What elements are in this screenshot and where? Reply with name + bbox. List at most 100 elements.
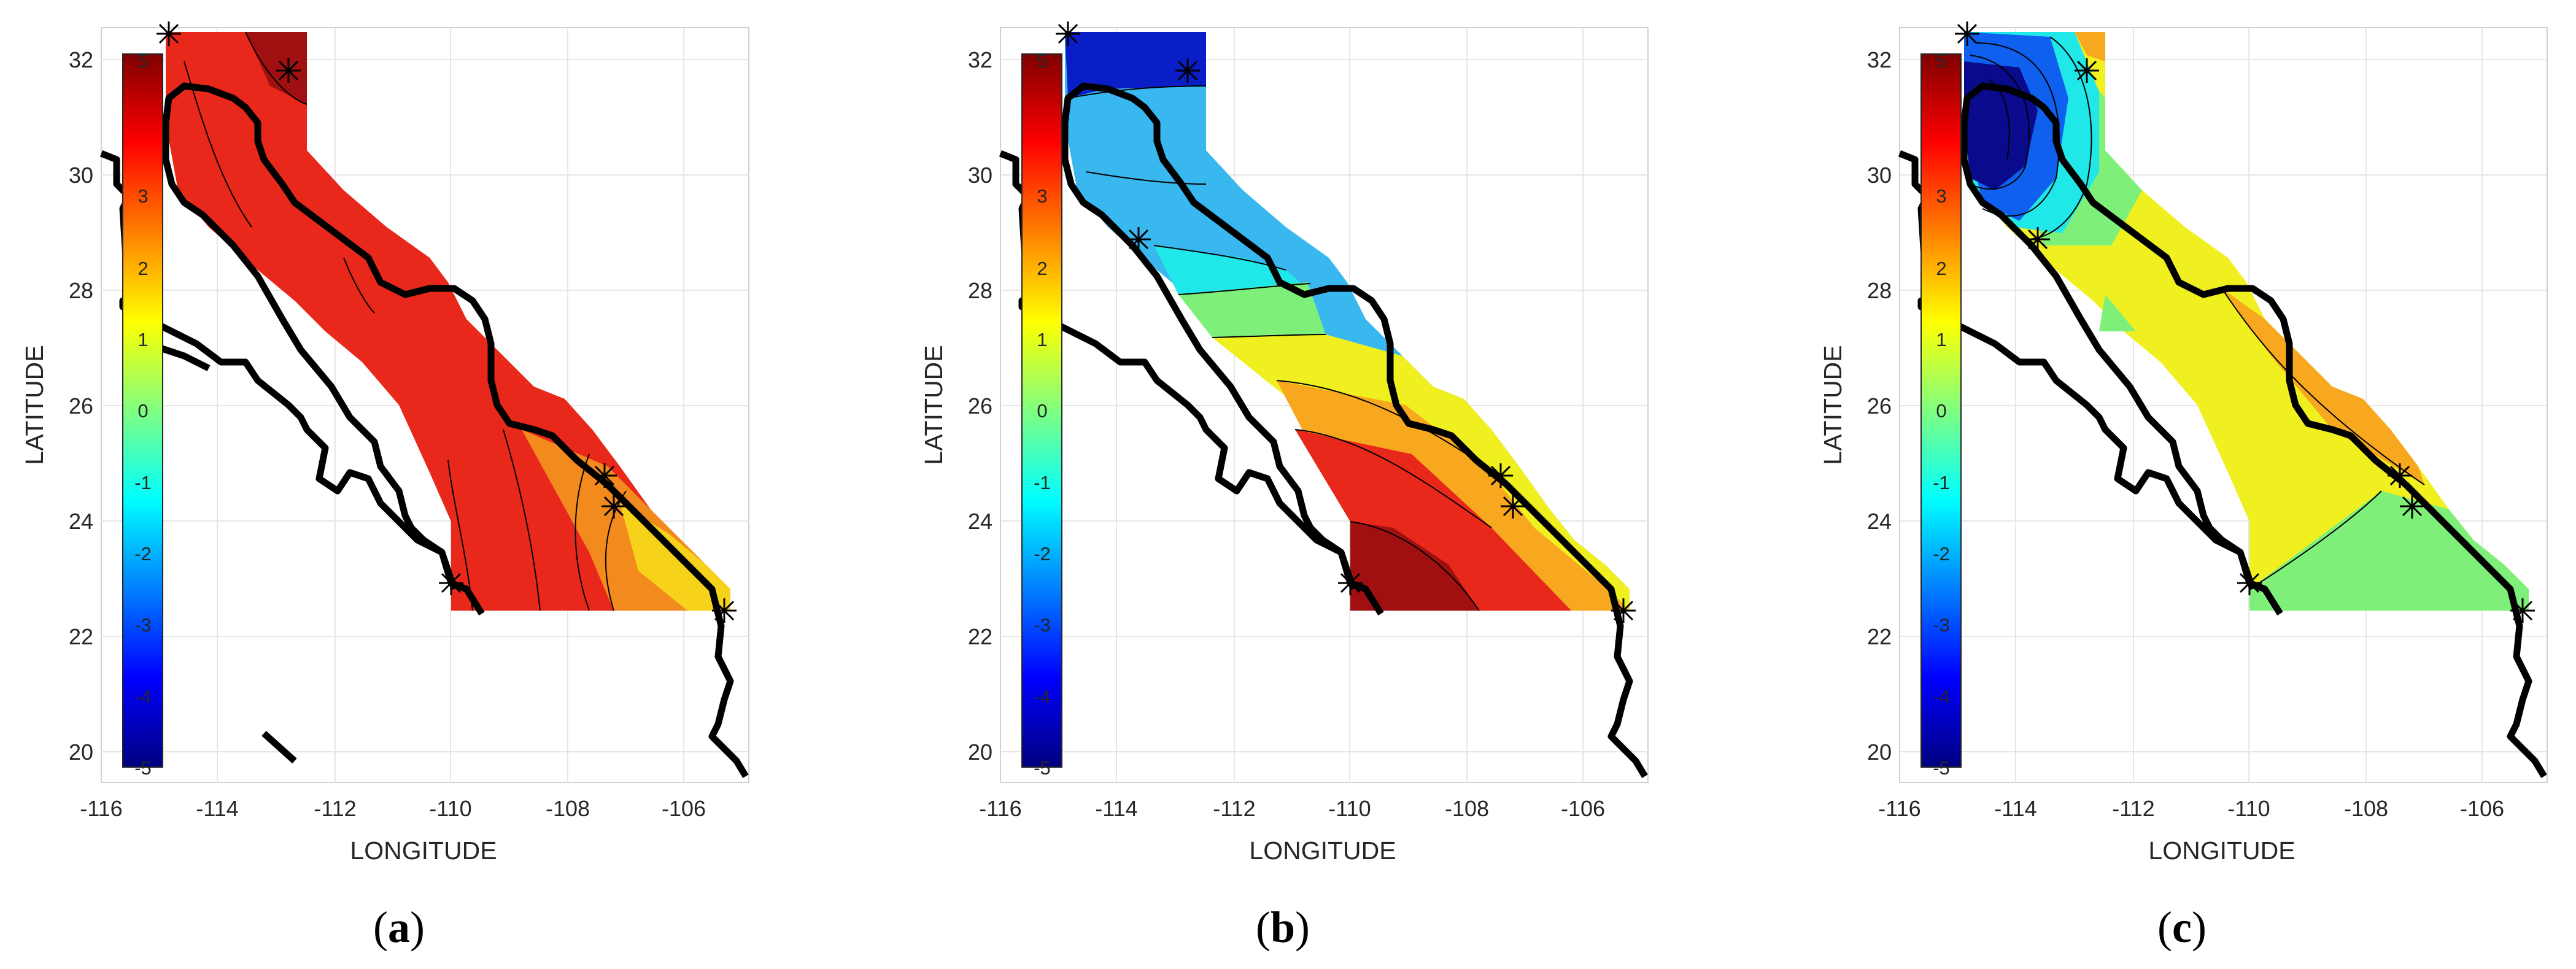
svg-text:-3: -3 bbox=[134, 614, 152, 636]
panel-a-xlabel: LONGITUDE bbox=[350, 836, 497, 865]
panel-c-contour-orange bbox=[2075, 32, 2424, 485]
svg-text:-2: -2 bbox=[134, 543, 152, 565]
panel-c-x-ticks: -116 -114 -112 -110 -108 -106 bbox=[1878, 796, 2504, 821]
panel-c-contour-lines bbox=[1970, 36, 2425, 590]
panel-a-ylabel: LATITUDE bbox=[20, 345, 48, 465]
svg-text:-106: -106 bbox=[2460, 796, 2504, 821]
svg-text:0: 0 bbox=[1936, 400, 1946, 422]
panel-c: 5 3 2 1 0 -1 -2 -3 -4 -5 32 30 28 26 24 … bbox=[1819, 21, 2548, 952]
svg-text:1: 1 bbox=[137, 329, 148, 350]
svg-text:-116: -116 bbox=[1878, 796, 1920, 821]
svg-text:3: 3 bbox=[1037, 185, 1047, 207]
svg-text:0: 0 bbox=[1037, 400, 1047, 422]
svg-text:3: 3 bbox=[1936, 185, 1946, 207]
svg-text:22: 22 bbox=[1867, 624, 1892, 649]
svg-text:20: 20 bbox=[1867, 739, 1892, 765]
svg-text:30: 30 bbox=[1867, 163, 1892, 188]
svg-text:24: 24 bbox=[968, 509, 992, 534]
panel-a-y-ticks: 32 30 28 26 24 22 20 bbox=[69, 47, 93, 765]
panel-b-xlabel: LONGITUDE bbox=[1249, 836, 1396, 865]
panel-b-stations bbox=[1056, 21, 1636, 623]
svg-text:-108: -108 bbox=[546, 796, 590, 821]
svg-text:-4: -4 bbox=[1933, 686, 1950, 708]
svg-text:28: 28 bbox=[1867, 278, 1892, 303]
svg-text:-1: -1 bbox=[1034, 472, 1051, 493]
svg-text:-1: -1 bbox=[1933, 472, 1950, 493]
panel-b-contour-lines bbox=[1067, 85, 1492, 611]
panel-b-contour-blue bbox=[1065, 32, 1206, 98]
svg-text:-2: -2 bbox=[1034, 543, 1051, 565]
panel-b-label: (b) bbox=[1256, 903, 1310, 952]
svg-text:24: 24 bbox=[1867, 509, 1892, 534]
panel-c-ylabel: LATITUDE bbox=[1819, 345, 1847, 465]
svg-text:30: 30 bbox=[968, 163, 992, 188]
panel-c-stations bbox=[1955, 21, 2535, 623]
svg-text:26: 26 bbox=[968, 393, 992, 419]
svg-text:-4: -4 bbox=[134, 686, 152, 708]
svg-text:-116: -116 bbox=[979, 796, 1021, 821]
panel-c-colorbar bbox=[1920, 53, 1962, 768]
svg-text:-1: -1 bbox=[134, 472, 152, 493]
svg-text:-112: -112 bbox=[1213, 796, 1255, 821]
svg-text:2: 2 bbox=[1037, 258, 1047, 279]
svg-text:1: 1 bbox=[1936, 329, 1946, 350]
svg-text:-106: -106 bbox=[1561, 796, 1605, 821]
svg-text:20: 20 bbox=[968, 739, 992, 765]
panel-b-contour-cyan bbox=[1154, 245, 1307, 295]
panel-b-colorbar-top: 5 bbox=[1037, 50, 1047, 72]
panel-b-contour-darkred bbox=[1350, 522, 1479, 611]
svg-text:-114: -114 bbox=[1994, 796, 2036, 821]
panel-a: 5 3 2 1 0 -1 -2 -3 -4 -5 32 30 28 26 24 … bbox=[20, 21, 749, 952]
svg-text:28: 28 bbox=[69, 278, 93, 303]
svg-text:32: 32 bbox=[1867, 47, 1892, 72]
panel-b: 5 3 2 1 0 -1 -2 -3 -4 -5 32 30 28 26 24 … bbox=[919, 21, 1649, 952]
panel-a-colorbar bbox=[122, 53, 163, 768]
svg-text:2: 2 bbox=[137, 258, 148, 279]
panel-b-colorbar bbox=[1021, 53, 1062, 768]
svg-text:-110: -110 bbox=[429, 796, 471, 821]
svg-text:28: 28 bbox=[968, 278, 992, 303]
svg-text:30: 30 bbox=[69, 163, 93, 188]
svg-text:-106: -106 bbox=[662, 796, 706, 821]
svg-text:3: 3 bbox=[137, 185, 148, 207]
panel-c-xlabel: LONGITUDE bbox=[2148, 836, 2295, 865]
panel-c-label: (c) bbox=[2157, 903, 2207, 952]
svg-text:2: 2 bbox=[1936, 258, 1946, 279]
panel-c-colorbar-top: 5 bbox=[1936, 50, 1946, 72]
svg-text:1: 1 bbox=[1037, 329, 1047, 350]
panel-a-stations bbox=[157, 21, 737, 623]
panel-c-y-ticks: 32 30 28 26 24 22 20 bbox=[1867, 47, 1892, 765]
svg-text:-112: -112 bbox=[314, 796, 356, 821]
svg-text:22: 22 bbox=[968, 624, 992, 649]
svg-text:24: 24 bbox=[69, 509, 93, 534]
svg-text:-116: -116 bbox=[80, 796, 122, 821]
svg-text:-114: -114 bbox=[196, 796, 238, 821]
panel-b-ylabel: LATITUDE bbox=[919, 345, 948, 465]
svg-text:-2: -2 bbox=[1933, 543, 1950, 565]
svg-text:-114: -114 bbox=[1095, 796, 1137, 821]
svg-text:20: 20 bbox=[69, 739, 93, 765]
panel-b-colorbar-ticks: 5 3 2 1 0 -1 -2 -3 -4 -5 bbox=[1034, 50, 1051, 779]
panel-a-label: (a) bbox=[373, 903, 425, 952]
svg-text:-108: -108 bbox=[2344, 796, 2388, 821]
svg-text:22: 22 bbox=[69, 624, 93, 649]
panel-b-x-ticks: -116 -114 -112 -110 -108 -106 bbox=[979, 796, 1605, 821]
svg-text:-5: -5 bbox=[134, 757, 152, 779]
panel-b-contour-green bbox=[1178, 282, 1326, 338]
panel-a-x-ticks: -116 -114 -112 -110 -108 -106 bbox=[80, 796, 706, 821]
panel-a-colorbar-top: 5 bbox=[137, 50, 148, 72]
svg-text:-5: -5 bbox=[1933, 757, 1950, 779]
svg-text:26: 26 bbox=[69, 393, 93, 419]
svg-text:32: 32 bbox=[968, 47, 992, 72]
panel-a-contour-dark bbox=[246, 32, 307, 104]
panel-c-colorbar-ticks: 5 3 2 1 0 -1 -2 -3 -4 -5 bbox=[1933, 50, 1950, 779]
panel-a-colorbar-ticks: 5 3 2 1 0 -1 -2 -3 -4 -5 bbox=[134, 50, 152, 779]
panel-b-y-ticks: 32 30 28 26 24 22 20 bbox=[968, 47, 992, 765]
svg-text:-108: -108 bbox=[1445, 796, 1489, 821]
svg-text:32: 32 bbox=[69, 47, 93, 72]
svg-text:-110: -110 bbox=[1328, 796, 1371, 821]
svg-text:-3: -3 bbox=[1034, 614, 1051, 636]
svg-text:-3: -3 bbox=[1933, 614, 1950, 636]
svg-text:-112: -112 bbox=[2112, 796, 2154, 821]
